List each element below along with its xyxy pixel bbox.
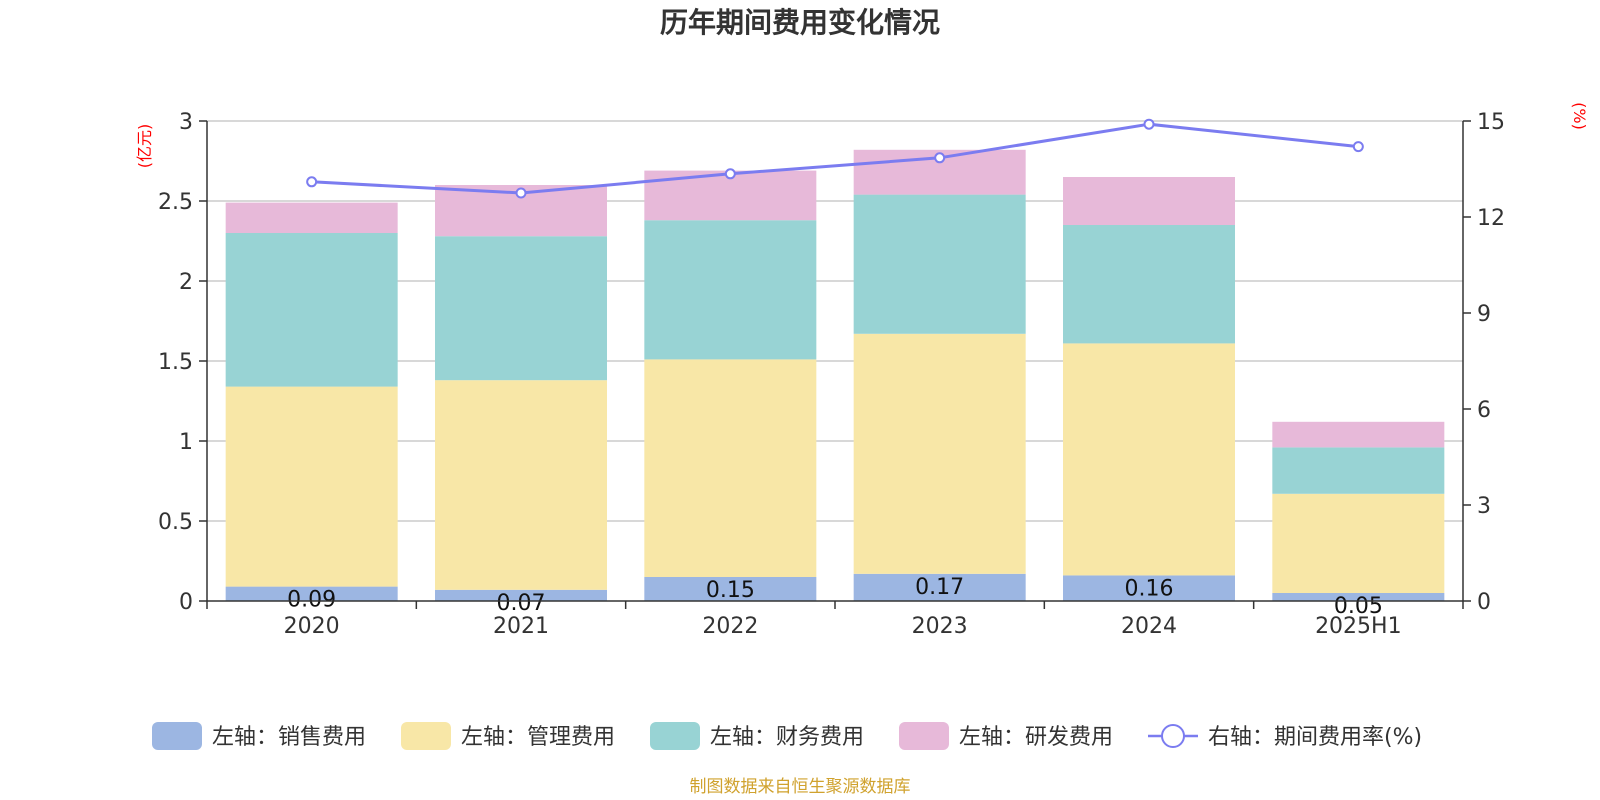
gridlines	[207, 120, 1463, 522]
legend-swatch	[650, 722, 700, 750]
bar-segment	[1272, 593, 1445, 601]
bar-segment	[225, 386, 398, 587]
legend-label: 左轴：财务费用	[710, 725, 864, 750]
chart-title: 历年期间费用变化情况	[660, 6, 940, 39]
legend-marker	[1161, 724, 1185, 748]
legend-item[interactable]: 右轴：期间费用率(%)	[1148, 724, 1422, 750]
bar-series: 0.09 0.07 0.15 0.17 0.16 0.05	[225, 149, 1445, 619]
x-axis-tick-label: 2021	[493, 614, 549, 639]
left-axis-tick-label: 3	[179, 110, 193, 135]
axes: 0 0.5 1 1.5 2 2.5 3 0 3 6 9 12 15 2020 2021 2022 2023 202…	[158, 110, 1505, 639]
rate-point	[724, 168, 736, 180]
left-axis-tick-label: 1	[179, 430, 193, 455]
left-axis-tick-label: 1.5	[158, 350, 193, 375]
x-axis-tick-label: 2020	[284, 614, 340, 639]
legend-label: 左轴：研发费用	[959, 725, 1113, 750]
bar-segment	[853, 333, 1026, 574]
legend-swatch	[899, 722, 949, 750]
bar-segment	[1272, 421, 1445, 448]
bar-segment	[435, 380, 607, 590]
legend-label: 左轴：销售费用	[212, 725, 366, 750]
bar-segment	[853, 194, 1026, 334]
bar-segment	[1063, 225, 1235, 344]
rate-point	[1352, 141, 1364, 153]
legend-swatch	[152, 722, 202, 750]
bar-segment	[225, 233, 398, 387]
right-axis-tick-label: 9	[1477, 302, 1491, 327]
right-axis-tick-label: 3	[1477, 494, 1491, 519]
bar-data-label: 0.17	[915, 575, 964, 600]
legend: 左轴：销售费用 左轴：管理费用 左轴：财务费用 左轴：研发费用 右轴：期间费用率(%)	[152, 722, 1422, 750]
legend-item[interactable]: 左轴：销售费用	[152, 722, 366, 750]
bar-segment	[1063, 343, 1235, 576]
bar-segment	[644, 220, 817, 360]
legend-item[interactable]: 左轴：财务费用	[650, 722, 864, 750]
bar-data-label: 0.09	[287, 588, 336, 613]
x-axis-tick-label: 2024	[1121, 614, 1177, 639]
rate-line-series	[306, 118, 1364, 199]
bar-data-label: 0.07	[497, 591, 546, 616]
bar-segment	[644, 359, 817, 577]
bar-segment	[1272, 493, 1445, 593]
bar-data-label: 0.15	[706, 578, 755, 603]
left-axis-tick-label: 2	[179, 270, 193, 295]
left-axis-tick-label: 0.5	[158, 510, 193, 535]
right-axis-tick-label: 0	[1477, 590, 1491, 615]
bar-segment	[225, 202, 398, 233]
bar-segment	[1063, 177, 1235, 225]
bar-data-label: 0.16	[1125, 576, 1174, 601]
bar-data-label: 0.05	[1334, 594, 1383, 619]
x-axis-tick-label: 2025H1	[1315, 614, 1402, 639]
right-axis-tick-label: 12	[1477, 206, 1505, 231]
bar-segment	[1063, 575, 1235, 601]
bar-segment	[853, 573, 1026, 601]
left-axis-tick-label: 2.5	[158, 190, 193, 215]
rate-point	[1143, 118, 1155, 130]
bar-segment	[225, 586, 398, 601]
rate-point	[306, 176, 318, 188]
legend-item[interactable]: 左轴：研发费用	[899, 722, 1113, 750]
bar-segment	[644, 577, 817, 601]
rate-point	[934, 152, 946, 164]
x-axis-tick-label: 2023	[912, 614, 968, 639]
right-axis-unit: (%)	[1570, 102, 1589, 130]
bar-segment	[435, 589, 607, 601]
right-axis-tick-label: 15	[1477, 110, 1505, 135]
bar-segment	[1272, 447, 1445, 494]
left-axis-unit: (亿元)	[135, 124, 154, 169]
legend-swatch	[401, 722, 451, 750]
bar-segment	[435, 236, 607, 381]
legend-item[interactable]: 左轴：管理费用	[401, 722, 615, 750]
legend-label: 左轴：管理费用	[461, 725, 615, 750]
source-note: 制图数据来自恒生聚源数据库	[690, 777, 911, 797]
rate-point	[515, 187, 527, 199]
left-axis-tick-label: 0	[179, 590, 193, 615]
right-axis-tick-label: 6	[1477, 398, 1491, 423]
rate-line	[311, 122, 1359, 195]
legend-label: 右轴：期间费用率(%)	[1208, 725, 1422, 750]
x-axis-tick-label: 2022	[702, 614, 758, 639]
